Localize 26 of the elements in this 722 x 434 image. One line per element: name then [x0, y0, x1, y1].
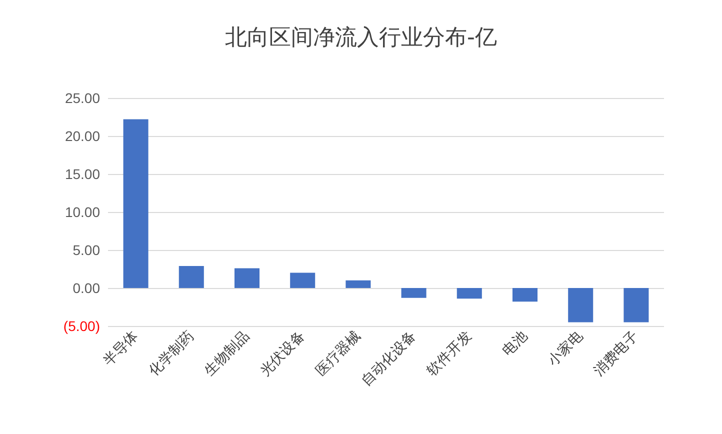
bar [123, 119, 148, 288]
x-tick-label: 电池 [500, 328, 531, 360]
y-tick-label: 25.00 [64, 90, 100, 106]
x-tick-label: 生物制品 [202, 328, 253, 380]
x-tick-label: 软件开发 [424, 328, 476, 380]
bar [512, 288, 538, 302]
x-tick-label: 消费电子 [590, 328, 642, 380]
x-tick-label: 小家电 [545, 328, 586, 370]
y-tick-label: 0.00 [72, 280, 100, 296]
x-tick-label: 半导体 [100, 328, 142, 370]
bar [401, 288, 426, 298]
bar [178, 266, 204, 288]
bar [290, 272, 316, 288]
y-tick-label: 5.00 [72, 242, 100, 258]
bar [456, 288, 482, 299]
x-tick-label: 光伏设备 [257, 328, 308, 380]
y-tick-label: 15.00 [64, 166, 100, 182]
y-tick-label: 10.00 [64, 204, 100, 220]
chart-title: 北向区间净流入行业分布-亿 [225, 26, 497, 50]
bar [624, 288, 649, 322]
x-tick-label: 化学制药 [146, 328, 198, 380]
y-tick-label: (5.00) [63, 318, 100, 334]
bar [234, 268, 260, 288]
bar [346, 280, 371, 288]
bar [568, 288, 594, 322]
y-tick-label: 20.00 [64, 128, 100, 144]
